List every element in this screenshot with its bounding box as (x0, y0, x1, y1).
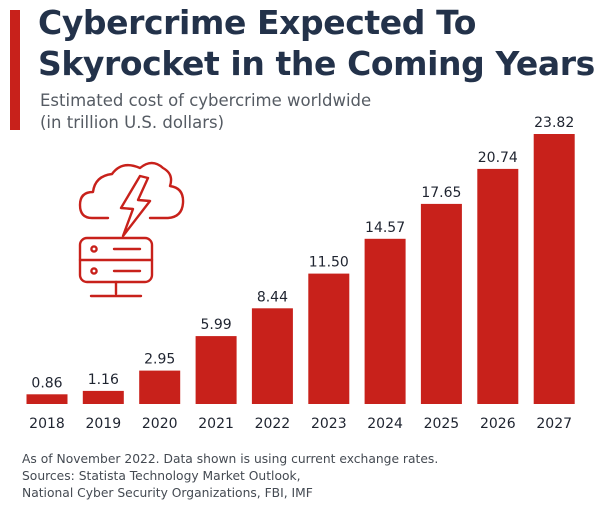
chart-title: Cybercrime Expected To Skyrocket in the … (38, 2, 598, 84)
chart-footer: As of November 2022. Data shown is using… (22, 451, 592, 502)
value-label-2019: 1.16 (88, 372, 119, 388)
chart-title-line-1: Cybercrime Expected To (38, 3, 477, 42)
server-led (90, 245, 98, 253)
bar-2018 (26, 394, 68, 404)
value-label-2018: 0.86 (31, 375, 62, 391)
cloud-icon (78, 161, 185, 220)
value-label-2024: 14.57 (365, 220, 405, 236)
x-tick-label-2024: 2024 (367, 416, 403, 432)
x-tick-label-2021: 2021 (198, 416, 234, 432)
bar-2027 (533, 134, 575, 404)
value-label-2026: 20.74 (478, 150, 518, 166)
chart-subtitle-line-1: Estimated cost of cybercrime worldwide (40, 91, 372, 110)
chart-subtitle: Estimated cost of cybercrime worldwide (… (40, 90, 560, 134)
x-tick-label-2026: 2026 (480, 416, 516, 432)
lightning-bolt-icon (119, 174, 152, 238)
x-tick-label-2025: 2025 (424, 416, 460, 432)
bar-2022 (251, 308, 293, 404)
footer-sources-line-2: National Cyber Security Organizations, F… (22, 486, 313, 500)
title-accent-bar (10, 10, 20, 130)
value-label-2025: 17.65 (421, 185, 461, 201)
x-tick-label-2027: 2027 (536, 416, 572, 432)
server-led (90, 267, 98, 275)
value-label-2027: 23.82 (534, 115, 574, 131)
chart-title-line-2: Skyrocket in the Coming Years (38, 44, 595, 83)
footer-note: As of November 2022. Data shown is using… (22, 452, 439, 466)
x-tick-label-2020: 2020 (142, 416, 178, 432)
x-tick-label-2019: 2019 (85, 416, 121, 432)
cloud-server-lightning-icon (78, 161, 185, 298)
bar-2020 (139, 370, 181, 404)
bar-2023 (308, 273, 350, 404)
bar-2024 (364, 238, 406, 404)
footer-sources-line-1: Sources: Statista Technology Market Outl… (22, 469, 301, 483)
bar-2021 (195, 336, 237, 404)
bar-2025 (420, 203, 462, 404)
x-tick-label-2022: 2022 (255, 416, 291, 432)
value-label-2022: 8.44 (257, 289, 288, 305)
value-label-2023: 11.50 (309, 255, 349, 271)
chart-subtitle-line-2: (in trillion U.S. dollars) (40, 113, 225, 132)
value-label-2020: 2.95 (144, 352, 175, 368)
value-label-2021: 5.99 (201, 317, 232, 333)
x-tick-label-2023: 2023 (311, 416, 347, 432)
bar-2019 (82, 390, 124, 404)
x-tick-label-2018: 2018 (29, 416, 65, 432)
bar-2026 (477, 168, 519, 404)
